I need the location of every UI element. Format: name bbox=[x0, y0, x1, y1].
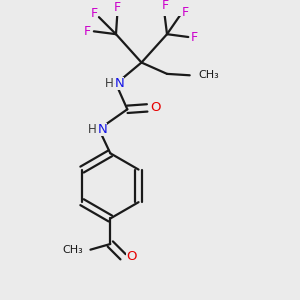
Text: F: F bbox=[114, 1, 121, 14]
Text: F: F bbox=[191, 31, 198, 44]
Text: F: F bbox=[90, 7, 98, 20]
Text: CH₃: CH₃ bbox=[63, 245, 83, 255]
Text: CH₃: CH₃ bbox=[199, 70, 220, 80]
Text: O: O bbox=[126, 250, 136, 263]
Text: N: N bbox=[115, 77, 124, 90]
Text: F: F bbox=[84, 25, 91, 38]
Text: N: N bbox=[98, 123, 107, 136]
Text: O: O bbox=[150, 101, 160, 114]
Text: H: H bbox=[104, 77, 113, 90]
Text: F: F bbox=[181, 6, 188, 19]
Text: F: F bbox=[161, 0, 169, 12]
Text: H: H bbox=[88, 123, 96, 136]
